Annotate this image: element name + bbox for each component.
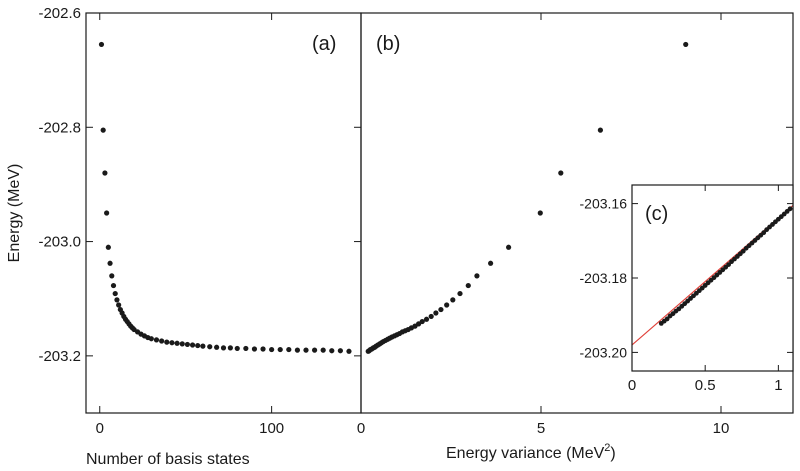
data-point	[243, 345, 249, 352]
data-point	[329, 348, 335, 354]
data-point	[438, 306, 444, 313]
data-point	[474, 273, 480, 279]
data-point	[105, 244, 111, 250]
x-tick-label: 10	[713, 420, 730, 437]
y-tick-label: -202.6	[38, 5, 81, 22]
data-point	[107, 260, 113, 266]
data-point	[465, 282, 471, 289]
data-point	[365, 348, 371, 354]
panel-b-label: (b)	[376, 33, 400, 55]
data-point	[251, 346, 258, 352]
data-point	[294, 347, 301, 353]
data-point	[234, 345, 240, 352]
data-point	[102, 170, 108, 176]
data-point	[159, 338, 165, 344]
x-tick-label: 5	[537, 420, 545, 437]
data-point	[104, 210, 110, 216]
panel-b-ticks: 0 5 10	[357, 13, 730, 437]
data-point	[200, 343, 206, 349]
data-point	[558, 170, 564, 176]
panel-b-points	[365, 41, 689, 354]
x-axis-title-b-close: )	[610, 445, 615, 462]
panel-a-frame	[85, 12, 362, 414]
data-point	[220, 345, 227, 351]
x-tick-label: 0	[96, 420, 104, 437]
data-point	[109, 273, 115, 279]
x-axis-title-b-sup: 2	[604, 442, 610, 454]
inset-data-point	[787, 206, 793, 212]
data-point	[423, 316, 430, 322]
data-point	[311, 347, 318, 353]
x-tick-label: 100	[259, 420, 284, 437]
inset-data-point	[761, 230, 767, 236]
data-point	[450, 297, 456, 303]
data-point	[444, 302, 450, 308]
inset-y-tick-label: -203.18	[580, 270, 628, 286]
data-point	[286, 346, 292, 353]
inset-x-tick-label: 0	[628, 377, 636, 394]
x-axis-title-b-main: Energy variance (MeV	[446, 445, 605, 462]
y-tick-label: -203.2	[38, 348, 81, 365]
panel-a-label: (a)	[312, 33, 336, 55]
inset-data-point	[740, 248, 746, 254]
data-point	[337, 348, 343, 354]
y-axis-title: Energy (MeV)	[6, 164, 23, 263]
inset-x-tick-label: 1	[774, 377, 782, 394]
data-point	[174, 340, 180, 346]
data-point	[488, 260, 494, 266]
data-point	[195, 342, 201, 349]
data-point	[207, 344, 213, 350]
data-point	[114, 297, 120, 303]
data-point	[112, 290, 118, 297]
data-point	[277, 346, 283, 353]
x-axis-title-a: Number of basis states	[86, 451, 250, 468]
data-point	[110, 282, 117, 289]
inset-x-tick-label: 0.5	[695, 377, 716, 394]
data-point	[320, 347, 326, 353]
inset-data-point	[664, 316, 670, 322]
data-point	[169, 340, 175, 346]
data-point	[179, 341, 185, 347]
data-point	[227, 345, 233, 351]
inset-y-tick-label: -203.16	[580, 196, 628, 212]
data-point	[346, 348, 352, 354]
data-point	[597, 127, 604, 133]
data-point	[506, 244, 512, 250]
data-point	[260, 346, 266, 352]
y-tick-label: -203.0	[38, 234, 81, 251]
data-point	[683, 41, 689, 48]
panel-c-label: (c)	[645, 203, 668, 225]
y-tick-label: -202.8	[38, 119, 81, 136]
data-point	[153, 337, 160, 343]
data-point	[98, 41, 105, 48]
inset-c-points	[658, 206, 793, 326]
data-point	[100, 127, 106, 133]
x-axis-title-b: Energy variance (MeV2)	[446, 442, 616, 462]
data-point	[214, 344, 220, 350]
data-point	[148, 336, 154, 342]
data-point	[428, 313, 434, 320]
data-point	[164, 339, 170, 345]
data-point	[433, 310, 439, 316]
x-tick-label: 0	[357, 420, 365, 437]
data-point	[184, 341, 191, 348]
data-point	[269, 346, 275, 353]
data-point	[116, 302, 122, 308]
panel-a-ticks: -202.6-202.8-203.0-203.20 100	[38, 5, 793, 437]
data-point	[189, 342, 196, 348]
inset-y-tick-label: -203.20	[580, 344, 628, 360]
inset-data-point	[726, 262, 731, 268]
inset-c-frame	[631, 184, 794, 372]
data-point	[457, 290, 463, 297]
data-point	[537, 210, 543, 216]
panel-a-points	[98, 41, 352, 354]
data-point	[303, 347, 309, 353]
